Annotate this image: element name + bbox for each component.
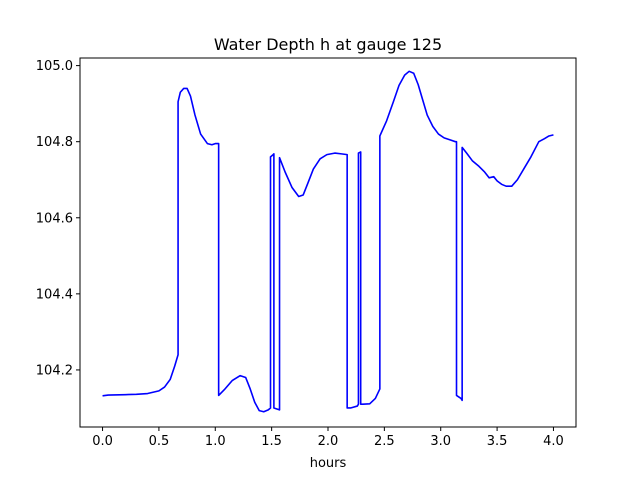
x-tick-label: 2.5 [374,434,395,449]
series-layer [102,70,554,413]
y-axis: 104.2 104.4 104.6 104.8 105.0 [36,59,80,378]
y-tick-label: 104.2 [36,363,73,378]
chart-title: Water Depth h at gauge 125 [214,35,442,54]
y-tick-label: 104.6 [36,211,73,226]
x-tick-label: 1.0 [205,434,226,449]
x-axis-label: hours [310,456,347,471]
y-tick-label: 104.4 [36,287,73,302]
x-tick-label: 2.0 [318,434,339,449]
series-line-0 [102,70,554,413]
y-tick-label: 104.8 [36,135,73,150]
x-tick-label: 1.5 [261,434,282,449]
x-axis: 0.0 0.5 1.0 1.5 2.0 2.5 3.0 3.5 4.0 [92,427,564,449]
x-tick-label: 3.0 [430,434,451,449]
y-tick-label: 105.0 [36,59,73,74]
x-tick-label: 0.0 [92,434,113,449]
x-tick-label: 0.5 [149,434,170,449]
x-tick-label: 3.5 [487,434,508,449]
x-tick-label: 4.0 [543,434,564,449]
